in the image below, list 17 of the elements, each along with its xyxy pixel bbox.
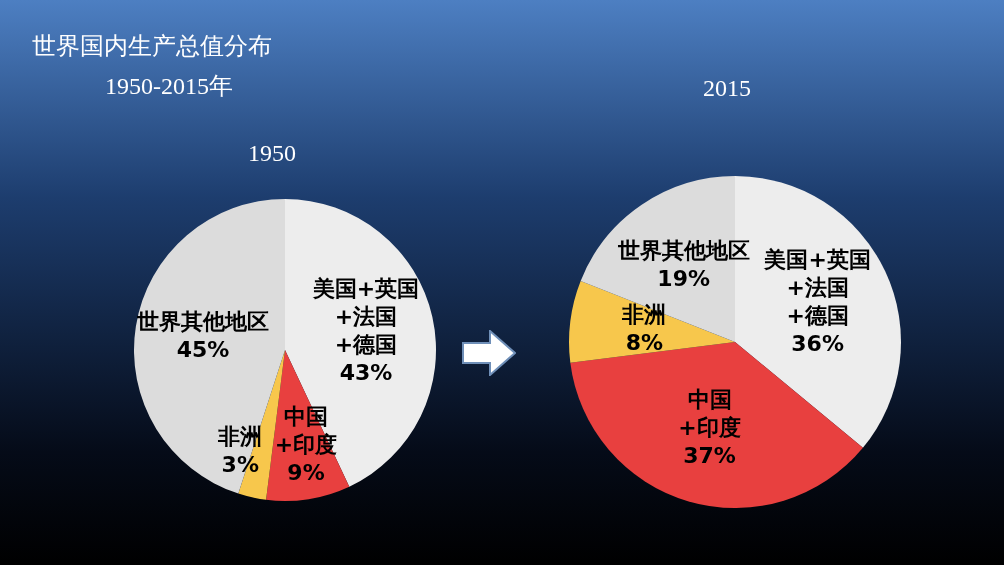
data-label: 19%	[657, 266, 711, 292]
chart-title: 2015	[703, 75, 751, 102]
data-label: 9%	[287, 459, 325, 485]
data-label: 45%	[176, 336, 230, 362]
data-label: 43%	[339, 359, 393, 385]
data-label: 37%	[683, 443, 736, 469]
data-label: 8%	[625, 330, 664, 356]
slice-label: 中国 +印度	[678, 387, 741, 441]
text: 世界国内生产总值分布	[32, 32, 272, 61]
data-label: 36%	[791, 330, 844, 356]
slice-label: 美国+英国 +法国 +德国	[311, 275, 420, 357]
slice-label: 世界其他地区	[616, 238, 750, 264]
slice-label: 非洲	[621, 302, 667, 328]
slice-label: 世界其他地区	[135, 308, 269, 334]
chart-title: 1950	[248, 140, 296, 167]
text: 1950-2015年	[105, 72, 233, 101]
slice-label: 美国+英国 +法国 +德国	[763, 246, 871, 328]
